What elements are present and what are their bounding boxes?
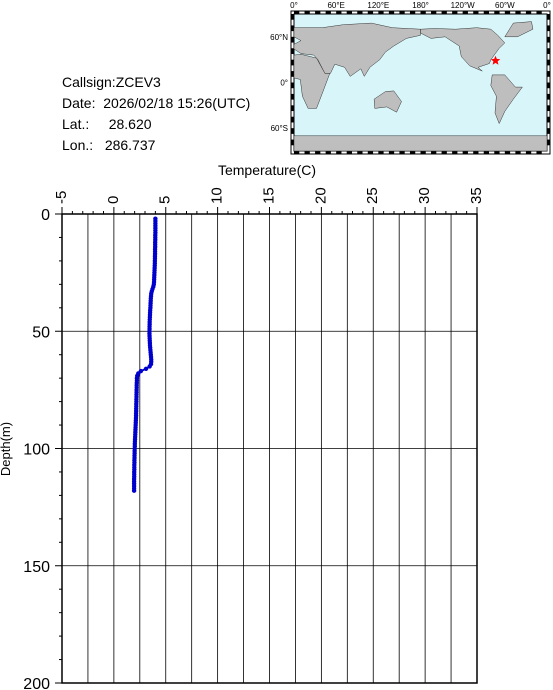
y-tick-label: 200	[23, 676, 50, 690]
date-label: Date:	[62, 95, 96, 111]
station-info: Callsign:ZCEV3 Date: 2026/02/18 15:26(UT…	[62, 72, 250, 156]
y-tick-label: 150	[23, 559, 50, 576]
x-tick-label: 10	[209, 187, 226, 204]
map-lon-label: 180°	[412, 1, 429, 10]
land-greenland	[504, 21, 534, 38]
lat-label: Lat.:	[62, 116, 90, 132]
callsign-label: Callsign:	[62, 74, 116, 90]
x-tick-label: 30	[416, 187, 433, 204]
x-axis-label: Temperature(C)	[218, 162, 316, 178]
map-lon-label: 60°W	[495, 1, 515, 10]
y-tick-label: 0	[41, 207, 50, 224]
map-lat-label: 60°N	[270, 33, 288, 42]
y-axis-label: Depth(m)	[0, 422, 13, 476]
grid	[61, 213, 478, 684]
location-map: 0° 60°E 120°E 180° 120°W 60°W 0° 60°N 0° 60°S	[270, 1, 551, 155]
y-tick-label: 50	[32, 324, 50, 341]
x-tick-label: -5	[53, 191, 70, 204]
profile-point	[143, 366, 149, 371]
land-antarctica	[293, 135, 548, 152]
x-tick-label: 0	[105, 196, 122, 204]
lon-value: 286.737	[104, 137, 156, 153]
map-lon-label: 0°	[543, 1, 551, 10]
map-lon-label: 120°E	[367, 1, 389, 10]
callsign-value: ZCEV3	[115, 74, 161, 90]
map-lon-label: 60°E	[327, 1, 344, 10]
lat-row: Lat.: 28.620	[62, 114, 250, 135]
land-australia	[373, 90, 402, 113]
y-tick-label: 100	[23, 442, 50, 459]
x-tick-label: 35	[468, 187, 485, 204]
x-tick-label: 20	[312, 187, 329, 204]
land-eurasia	[293, 22, 421, 77]
callsign-row: Callsign:ZCEV3	[62, 72, 250, 93]
map-lon-label: 0°	[290, 1, 298, 10]
x-tick-label: 15	[260, 187, 277, 204]
date-value: 2026/02/18 15:26(UTC)	[103, 95, 251, 111]
x-tick-label: 25	[364, 187, 381, 204]
profile-point	[147, 364, 152, 369]
land-africa	[293, 54, 331, 109]
star-icon	[490, 55, 501, 65]
land-south-america	[490, 74, 523, 125]
profile-point	[131, 488, 137, 493]
lon-row: Lon.: 286.737	[62, 135, 250, 156]
date-row: Date: 2026/02/18 15:26(UTC)	[62, 93, 250, 114]
profile-series	[131, 216, 158, 493]
map-lat-label: 0°	[280, 79, 288, 88]
map-lat-label: 60°S	[271, 124, 288, 133]
land-north-america	[420, 27, 506, 72]
lat-value: 28.620	[108, 116, 152, 132]
lon-label: Lon.:	[62, 137, 94, 153]
x-tick-label: 5	[157, 196, 174, 204]
map-lon-label: 120°W	[451, 1, 476, 10]
